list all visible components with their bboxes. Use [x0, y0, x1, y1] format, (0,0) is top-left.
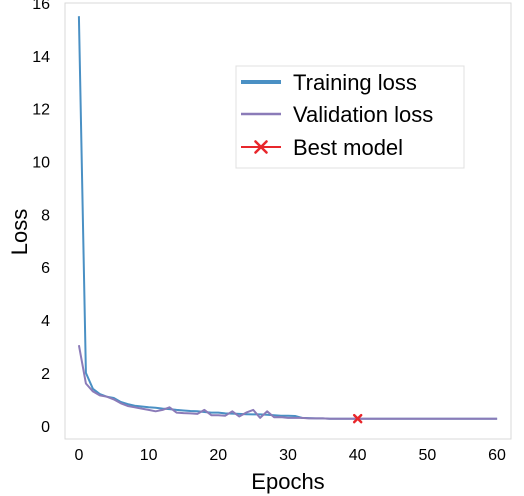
y-tick-label: 10	[32, 155, 50, 172]
x-tick-label: 50	[418, 447, 436, 464]
y-tick-label: 4	[41, 313, 50, 330]
series-layer	[77, 16, 498, 420]
y-tick-label: 0	[41, 419, 50, 436]
y-tick-label: 2	[41, 366, 50, 383]
x-tick-labels: 0 10 20 30 40 50 60	[74, 447, 506, 464]
best-model-marker	[352, 413, 363, 424]
plot-frame	[64, 2, 512, 440]
marker-layer	[352, 413, 363, 424]
x-tick-label: 0	[74, 447, 83, 464]
legend-label-training-loss: Training loss	[293, 70, 417, 95]
legend-label-best-model: Best model	[293, 135, 403, 160]
legend-best-model-x-icon	[254, 140, 268, 154]
y-tick-labels: 0 2 4 6 8 10 12 14 16	[32, 0, 50, 436]
y-tick-label: 14	[32, 49, 50, 66]
y-tick-label: 6	[41, 260, 50, 277]
series-line-validation-loss	[77, 345, 498, 420]
x-tick-label: 20	[209, 447, 227, 464]
x-tick-label: 60	[488, 447, 506, 464]
x-tick-label: 40	[349, 447, 367, 464]
x-tick-label: 30	[279, 447, 297, 464]
y-tick-label: 16	[32, 0, 50, 13]
x-axis-label: Epochs	[251, 469, 324, 494]
y-tick-label: 8	[41, 207, 50, 224]
y-tick-label: 12	[32, 102, 50, 119]
y-axis-label: Loss	[7, 209, 32, 255]
legend-label-validation-loss: Validation loss	[293, 102, 433, 127]
legend-best-model-x-mark	[254, 140, 268, 154]
x-tick-label: 10	[140, 447, 158, 464]
legend: Training loss Validation loss Best model	[235, 65, 465, 169]
